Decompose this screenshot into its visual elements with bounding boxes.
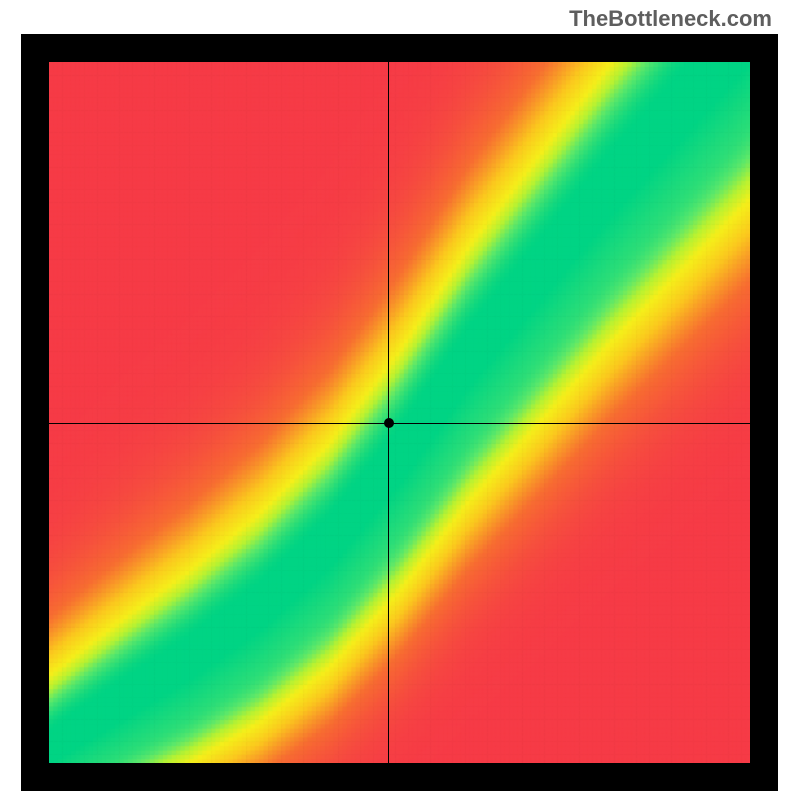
chart-plot-area	[49, 62, 750, 763]
heatmap-canvas	[49, 62, 750, 763]
chart-border	[21, 34, 778, 791]
data-point-marker	[384, 418, 394, 428]
watermark-text: TheBottleneck.com	[569, 6, 772, 32]
crosshair-horizontal	[49, 423, 750, 424]
crosshair-vertical	[388, 62, 389, 763]
